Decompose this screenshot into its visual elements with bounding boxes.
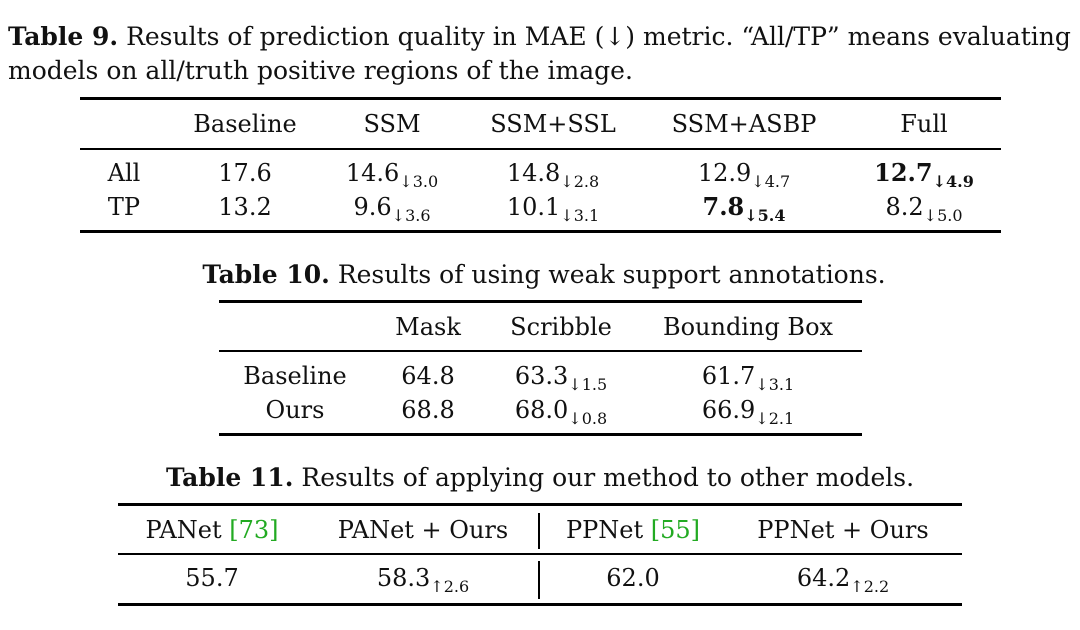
table9-header-ssm-ssl: SSM+SSL — [490, 110, 616, 138]
table11-vertical-separator-header — [538, 513, 540, 549]
table9-cell-all-ssm-ssl: 14.8↓2.8 — [506, 159, 600, 191]
table10-caption: Table 10. Results of using weak support … — [0, 258, 1080, 292]
table9-cell-tp-ssm: 9.6↓3.6 — [353, 193, 431, 225]
table9-cell-all-ssm: 14.6↓3.0 — [345, 159, 439, 191]
citation-ref-55[interactable]: [55] — [650, 516, 701, 544]
table11-header-panet-ours: PANet + Ours — [337, 516, 509, 544]
table10-caption-text: Results of using weak support annotation… — [337, 260, 886, 289]
table10-row-label-baseline: Baseline — [243, 362, 347, 390]
table10-cell-ours-scribble: 68.0↓0.8 — [514, 396, 608, 428]
table11-top-rule — [118, 503, 962, 506]
table11-caption-label: Table 11. — [165, 463, 294, 492]
table10-mid-rule — [219, 350, 862, 352]
table11-header-ppnet: PPNet [55] — [565, 516, 701, 544]
table11-cell-panet: 55.7 — [185, 564, 239, 592]
table9-row-label-tp: TP — [107, 193, 141, 221]
table9-caption-label: Table 9. — [8, 22, 119, 51]
table9-bottom-rule — [80, 230, 1001, 233]
table11-bottom-rule — [118, 603, 962, 606]
table9-cell-tp-full: 8.2↓5.0 — [885, 193, 963, 225]
table11-cell-ppnet: 62.0 — [606, 564, 660, 592]
table9-header-baseline: Baseline — [193, 110, 297, 138]
table9-top-rule — [80, 97, 1001, 100]
table9-row-label-all: All — [107, 159, 141, 187]
table9-cell-all-ssm-asbp: 12.9↓4.7 — [697, 159, 791, 191]
table10-bottom-rule — [219, 433, 862, 436]
table9-cell-all-full: 12.7↓4.9 — [874, 158, 974, 191]
table11-header-ppnet-ours: PPNet + Ours — [757, 516, 929, 544]
table11-cell-panet-ours: 58.3↑2.6 — [376, 564, 470, 596]
table10-row-label-ours: Ours — [265, 396, 325, 424]
table9-caption: Table 9. Results of prediction quality i… — [8, 20, 1076, 88]
citation-ref-73[interactable]: [73] — [229, 516, 279, 544]
table9-header-ssm-asbp: SSM+ASBP — [671, 110, 817, 138]
table10-top-rule — [219, 300, 862, 303]
table10-cell-baseline-bbox: 61.7↓3.1 — [701, 362, 795, 394]
table9-cell-tp-baseline: 13.2 — [218, 193, 272, 221]
table11-mid-rule — [118, 553, 962, 555]
table9-cell-tp-ssm-asbp: 7.8↓5.4 — [702, 192, 786, 225]
table10-header-scribble: Scribble — [510, 313, 612, 341]
table9-cell-all-baseline: 17.6 — [218, 159, 272, 187]
table9-cell-tp-ssm-ssl: 10.1↓3.1 — [506, 193, 600, 225]
table9-mid-rule — [80, 148, 1001, 150]
table11-cell-ppnet-ours: 64.2↑2.2 — [796, 564, 890, 596]
table10-cell-ours-mask: 68.8 — [401, 396, 455, 424]
table10-cell-baseline-mask: 64.8 — [401, 362, 455, 390]
table11-vertical-separator-body — [538, 561, 540, 599]
table9-header-full: Full — [900, 110, 948, 138]
table10-header-mask: Mask — [395, 313, 461, 341]
table10-caption-label: Table 10. — [202, 260, 330, 289]
table10-header-bounding-box: Bounding Box — [662, 313, 834, 341]
table10-cell-baseline-scribble: 63.3↓1.5 — [514, 362, 608, 394]
table11-caption: Table 11. Results of applying our method… — [0, 461, 1080, 495]
table9-caption-text: Results of prediction quality in MAE (↓)… — [8, 22, 1071, 85]
table9-header-ssm: SSM — [363, 110, 421, 138]
table10-cell-ours-bbox: 66.9↓2.1 — [701, 396, 795, 428]
table11-header-panet: PANet [73] — [145, 516, 279, 544]
table11-caption-text: Results of applying our method to other … — [301, 463, 915, 492]
